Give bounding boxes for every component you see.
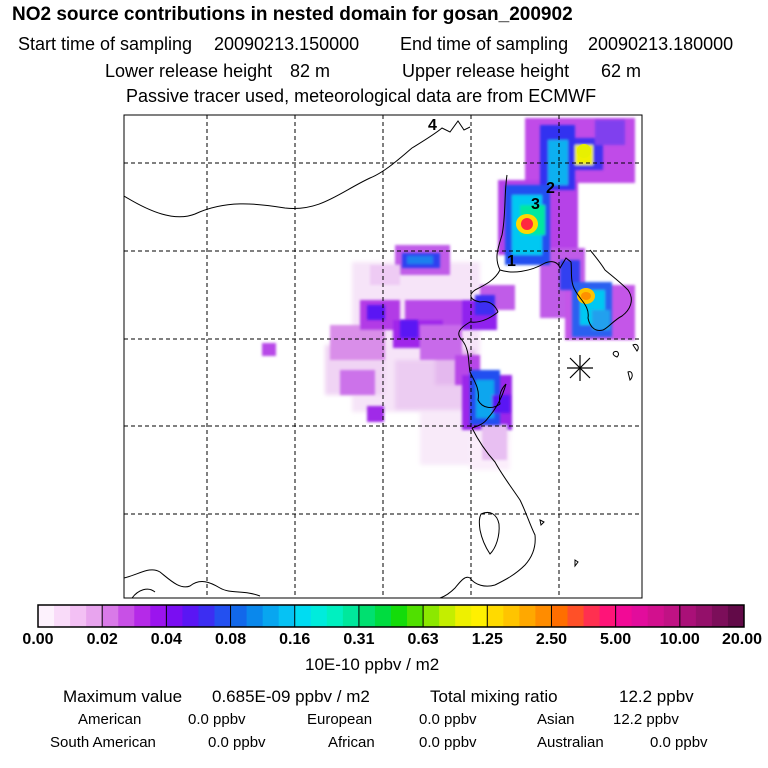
- colorbar-cell: [70, 605, 87, 627]
- source-american-value: 0.0 ppbv: [188, 711, 246, 728]
- colorbar-cell: [455, 605, 472, 627]
- colorbar-cell: [695, 605, 713, 627]
- colorbar-tick-label: 0.31: [343, 631, 375, 648]
- colorbar-cell: [134, 605, 151, 627]
- colorbar-tick-label: 5.00: [600, 631, 632, 648]
- start-time-value: 20090213.150000: [214, 34, 360, 54]
- colorbar-cell: [487, 605, 504, 627]
- colorbar-cell: [230, 605, 248, 627]
- colorbar-cell: [262, 605, 280, 627]
- colorbar-tick-label: 0.16: [279, 631, 311, 648]
- total-mixing-value: 12.2 ppbv: [619, 687, 694, 706]
- colorbar-cell: [86, 605, 103, 627]
- hotspot-center: [521, 218, 533, 230]
- colorbar-cell: [214, 605, 232, 627]
- source-european-label: European: [307, 711, 373, 728]
- colorbar-cell: [358, 605, 376, 627]
- colorbar-cell: [439, 605, 456, 627]
- colorbar-cell: [278, 605, 296, 627]
- lower-height-value: 82 m: [290, 61, 331, 81]
- map-label-4: 4: [428, 117, 437, 134]
- colorbar-tick-label: 0.04: [150, 631, 182, 648]
- coastlines: [124, 120, 639, 598]
- hotspot-north: [577, 144, 591, 158]
- colorbar-cell: [567, 605, 585, 627]
- colorbar-tick-label: 2.50: [535, 631, 568, 648]
- colorbar-cell: [407, 605, 424, 627]
- source-australian-label: Australian: [537, 734, 604, 751]
- colorbar-tick-label: 0.02: [86, 631, 118, 648]
- colorbar-cell: [246, 605, 264, 627]
- colorbar-tick-label: 10.00: [659, 631, 700, 648]
- colorbar-cell: [198, 605, 215, 627]
- colorbar-tick-label: 0.63: [407, 631, 439, 648]
- colorbar-cell: [663, 605, 681, 627]
- source-american-label: American: [78, 711, 142, 728]
- colorbar-cell: [294, 605, 312, 627]
- colorbar-tick-label: 0.08: [214, 631, 247, 648]
- colorbar-cell: [727, 605, 745, 627]
- map-label-3: 3: [531, 196, 540, 213]
- colorbar-cell: [423, 605, 440, 627]
- source-african-label: African: [328, 734, 375, 751]
- colorbar-cell: [519, 605, 536, 627]
- max-value-label: Maximum value: [63, 687, 183, 706]
- colorbar-cell: [342, 605, 360, 627]
- colorbar-cell: [679, 605, 697, 627]
- colorbar-unit: 10E-10 ppbv / m2: [305, 655, 440, 674]
- end-time-label: End time of sampling: [400, 34, 569, 54]
- colorbar-cell: [503, 605, 520, 627]
- map-plot-area: [124, 115, 642, 598]
- lower-height-label: Lower release height: [105, 61, 273, 81]
- colorbar-frame: [37, 604, 745, 628]
- colorbar-cell: [471, 605, 488, 627]
- tracer-note: Passive tracer used, meteorological data…: [126, 86, 597, 106]
- colorbar-cell: [38, 605, 55, 627]
- colorbar-cell: [374, 605, 392, 627]
- hotspot-korea-core: [581, 292, 591, 300]
- map-label-1: 1: [507, 253, 516, 270]
- source-european-value: 0.0 ppbv: [419, 711, 477, 728]
- upper-height-label: Upper release height: [402, 61, 570, 81]
- end-time-value: 20090213.180000: [588, 34, 734, 54]
- colorbar-cell: [535, 605, 552, 627]
- colorbar-cell: [615, 605, 633, 627]
- map-title: NO2 source contributions in nested domai…: [12, 4, 573, 25]
- colorbar-cell: [166, 605, 183, 627]
- lat-lon-grid: [124, 115, 642, 598]
- source-south-american-label: South American: [50, 734, 156, 751]
- max-value: 0.685E-09 ppbv / m2: [212, 687, 370, 706]
- colorbar-cell: [102, 605, 119, 627]
- colorbar-cell: [711, 605, 729, 627]
- map-label-2: 2: [546, 180, 555, 197]
- colorbar-cell: [391, 605, 408, 627]
- colorbar-cell: [150, 605, 167, 627]
- start-time-label: Start time of sampling: [18, 34, 193, 54]
- colorbar-cell: [647, 605, 665, 627]
- source-australian-value: 0.0 ppbv: [650, 734, 708, 751]
- source-asian-value: 12.2 ppbv: [613, 711, 679, 728]
- station-marker: [567, 355, 593, 381]
- colorbar-tick-label: 1.25: [471, 631, 503, 648]
- colorbar: [37, 605, 745, 627]
- map-frame: [123, 114, 643, 599]
- colorbar-cell: [54, 605, 71, 627]
- source-south-american-value: 0.0 ppbv: [208, 734, 266, 751]
- source-asian-label: Asian: [537, 711, 575, 728]
- colorbar-cell: [118, 605, 135, 627]
- total-mixing-label: Total mixing ratio: [430, 687, 558, 706]
- plume-core: [367, 120, 625, 425]
- colorbar-cell: [583, 605, 601, 627]
- colorbar-cell: [551, 605, 568, 627]
- colorbar-cell: [599, 605, 617, 627]
- colorbar-cell: [310, 605, 328, 627]
- colorbar-cell: [326, 605, 344, 627]
- colorbar-cell: [182, 605, 199, 627]
- colorbar-tick-label: 20.00: [721, 631, 763, 648]
- colorbar-cell: [631, 605, 649, 627]
- colorbar-tick-label: 0.00: [22, 631, 54, 648]
- upper-height-value: 62 m: [601, 61, 642, 81]
- source-african-value: 0.0 ppbv: [419, 734, 477, 751]
